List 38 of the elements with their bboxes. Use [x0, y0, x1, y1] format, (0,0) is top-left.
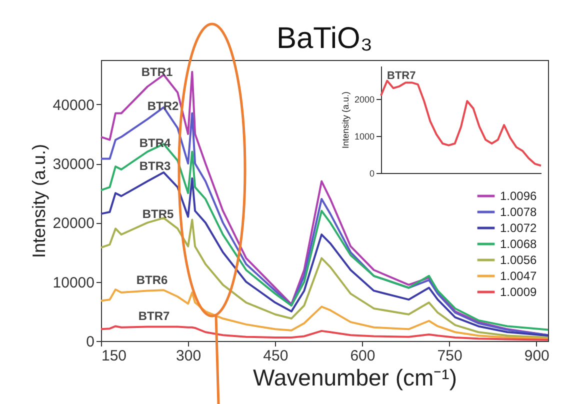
annotation: BTR7 — [387, 70, 416, 82]
y-tick-label: 2000 — [354, 94, 374, 105]
x-tick-label: 150 — [102, 348, 127, 364]
annotation: BTR3 — [139, 159, 171, 173]
annotation: BTR6 — [136, 273, 168, 287]
y-tick-label: 20000 — [52, 215, 94, 232]
annotation: BTR2 — [147, 99, 179, 113]
annotation: BTR4 — [139, 136, 171, 150]
line-series — [100, 171, 549, 337]
x-tick-label: 900 — [524, 348, 550, 364]
annotation: BTR1 — [141, 65, 173, 79]
line-series — [380, 80, 542, 167]
y-axis-title: Intensity (a.u.) — [340, 91, 350, 149]
x-tick-label: 750 — [437, 348, 462, 364]
x-tick-label: 450 — [263, 348, 288, 364]
y-tick-label: 0 — [86, 334, 94, 350]
y-tick-label: 1000 — [354, 132, 374, 142]
legend-label: 1.0009 — [500, 285, 538, 299]
x-axis-title: Wavenumber (cm⁻¹) — [253, 364, 457, 390]
chart-title: BaTiO₃ — [276, 22, 373, 55]
y-tick-label: 30000 — [52, 156, 94, 174]
line-series — [100, 216, 549, 338]
legend-label: 1.0068 — [500, 237, 538, 251]
annotation: BTR5 — [142, 207, 174, 221]
legend-label: 1.0078 — [500, 205, 538, 219]
legend-label: 1.0056 — [500, 253, 538, 267]
x-tick-label: 300 — [176, 348, 202, 364]
x-tick-label: 600 — [350, 348, 376, 364]
y-tick-label: 40000 — [52, 96, 94, 114]
line-series — [100, 325, 549, 341]
line-series — [100, 288, 549, 340]
y-tick-label: 0 — [369, 168, 374, 178]
annotation: BTR7 — [138, 309, 170, 323]
legend-label: 1.0096 — [500, 189, 538, 203]
y-tick-label: 10000 — [52, 274, 94, 292]
y-axis-title: Intensity (a.u.) — [28, 144, 49, 258]
legend-label: 1.0047 — [500, 269, 538, 283]
legend-label: 1.0072 — [500, 221, 538, 235]
